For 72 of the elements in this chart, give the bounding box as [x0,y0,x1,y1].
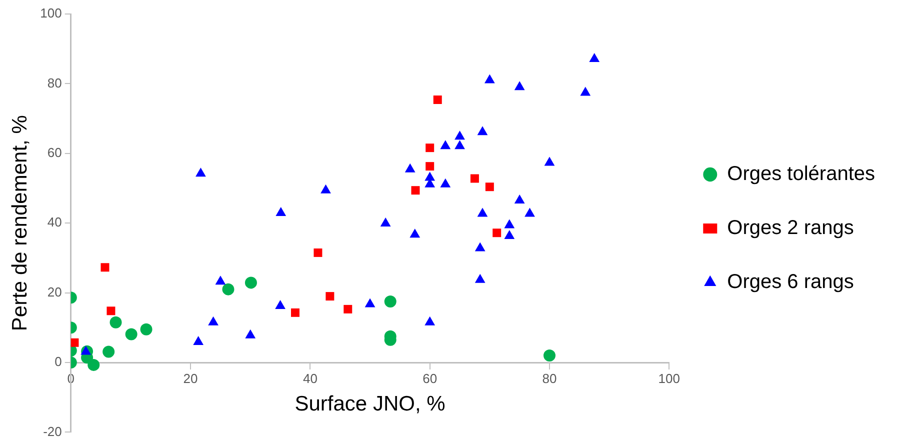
point [344,304,352,314]
point [580,86,591,96]
point [110,316,122,328]
point [470,174,479,183]
point [477,126,488,136]
y-tick-label: 100 [40,6,62,21]
point [244,276,257,289]
point [80,346,92,355]
point [514,194,525,204]
point [524,208,535,217]
point [208,316,218,326]
legend-label: Orges 6 rangs [727,271,854,294]
point [544,156,555,166]
point [411,186,420,195]
point [196,168,206,177]
point [364,298,376,308]
point [504,219,515,228]
point [474,242,486,252]
point [222,283,234,296]
point [514,81,525,90]
x-axis-title: Surface JNO, % [294,392,446,416]
point [543,350,556,362]
legend-label: Orges 2 rangs [727,217,854,240]
point [589,52,600,62]
point [477,208,488,217]
point [326,292,334,301]
point [474,274,486,283]
point [454,140,465,150]
point [380,217,391,226]
point [215,276,226,285]
x-tick-label: 60 [422,370,438,386]
point [440,140,451,150]
y-tick-label: 0 [54,354,62,370]
point [100,263,110,272]
point [276,206,286,216]
point [484,74,495,84]
point [102,346,115,358]
point [125,328,138,340]
point [485,182,494,192]
point [320,184,331,194]
point [492,228,502,238]
point [424,316,436,326]
point [140,323,152,336]
y-tick-label: 20 [47,284,62,300]
x-tick-label: 80 [542,370,557,386]
point [106,306,116,316]
point [410,228,420,238]
point [70,338,79,347]
point [426,162,434,171]
point [433,95,442,104]
point [384,296,396,308]
point [314,248,322,257]
point [424,172,436,181]
y-tick-label: 60 [47,144,62,160]
point [193,336,204,345]
y-axis-title: Perte de rendement, % [8,115,32,332]
point [275,300,286,310]
point [426,144,434,152]
x-tick-label: 20 [183,370,198,386]
point [504,230,515,239]
point [440,178,451,188]
point [290,308,300,317]
y-tick-label: 40 [47,214,62,230]
y-tick-label: -20 [43,424,62,439]
point [454,130,465,140]
x-tick-label: 100 [658,370,680,386]
point [404,163,416,172]
point [88,358,100,371]
y-tick-label: 80 [47,75,62,90]
point [245,329,256,338]
legend-label: Orges tolérantes [727,163,876,186]
x-tick-label: 40 [302,370,318,386]
